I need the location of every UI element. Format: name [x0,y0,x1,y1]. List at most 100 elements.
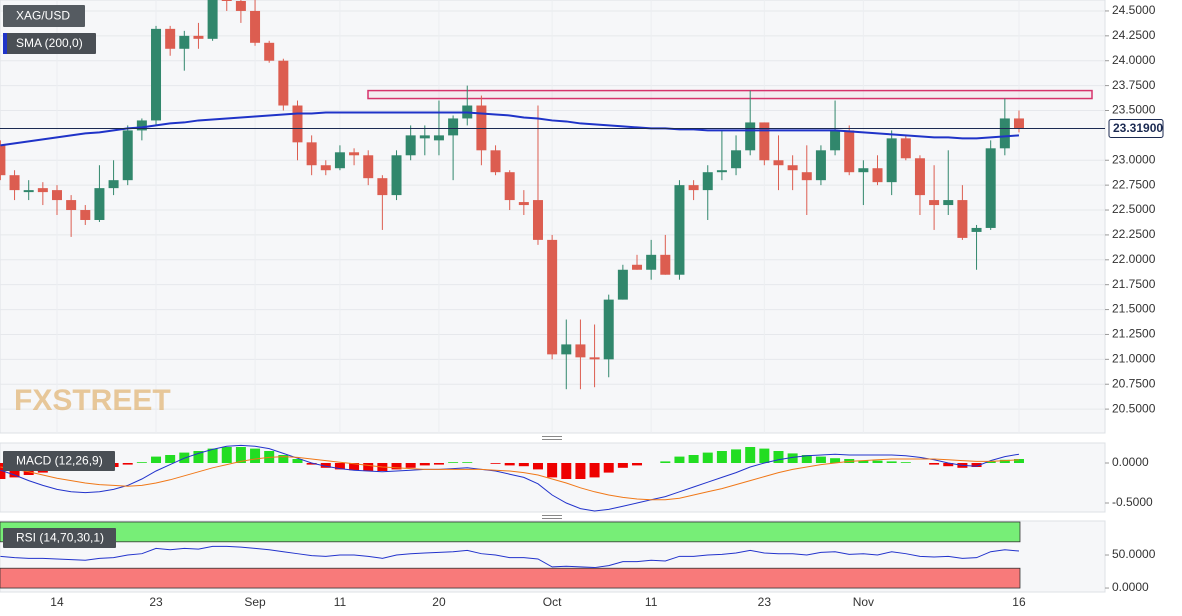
candle-body [518,202,529,206]
macd-bar [490,463,501,464]
macd-bar [193,451,204,463]
y-tick-label: 22.2500 [1112,227,1156,241]
signal-line [0,456,1020,501]
candle-body [504,172,515,201]
x-tick-label: 23 [758,595,772,609]
candle-body [886,138,897,183]
candle-body [136,120,147,131]
macd-line [0,444,1020,512]
candle-body [377,178,388,196]
candle-body [985,148,996,228]
y-tick-label: 20.7500 [1112,376,1156,390]
y-tick-label: 21.7500 [1112,277,1156,291]
candle-body [532,200,543,240]
x-tick-label: Sep [244,595,266,609]
x-tick-label: 16 [1012,595,1026,609]
macd-bar [985,461,996,463]
candle-body [872,168,883,183]
macd-bar [815,456,826,463]
macd-bar [1013,459,1024,463]
candle-body [716,170,727,173]
candle-body [801,172,812,181]
macd-bar [250,448,261,463]
panel-title: MACD (12,26,9) [16,454,103,468]
macd-bar [278,455,289,463]
macd-bar [674,456,685,463]
candle-body [646,254,657,270]
candle-body [971,227,982,232]
macd-bar [334,463,345,470]
candle-body [561,344,572,355]
macd-bar [830,458,841,463]
candle-body [405,135,416,156]
candle-body [858,168,869,173]
macd-bar [603,463,614,473]
panel-grip[interactable] [542,436,562,440]
candle-body [914,158,925,196]
candle-body [448,118,459,136]
macd-bar [575,463,586,479]
candle-body [278,60,289,106]
candle-body [830,130,841,151]
y-tick-label: 50.0000 [1112,547,1156,561]
candle-body [165,28,176,49]
x-tick-label: Oct [543,595,562,609]
candle-body [51,190,62,201]
candle-body [787,165,798,171]
macd-bar [306,463,317,465]
macd-bar [716,451,727,463]
x-tick-label: 11 [334,595,347,609]
candle-body [957,200,968,238]
x-tick-label: Nov [853,595,874,609]
macd-bar [448,462,459,463]
y-tick-label: 0.0000 [1112,455,1149,469]
macd-bar [151,456,162,463]
candle-body [589,357,600,360]
candle-body [363,155,374,179]
candle-body [603,299,614,360]
title-badge: XAG/USD [3,5,85,27]
candle-body [433,135,444,141]
candle-body [702,172,713,191]
y-tick-label: 21.5000 [1112,302,1156,316]
candle-body [122,130,133,181]
macd-bar [632,463,643,466]
macd-bar [363,463,374,471]
macd-bar [801,455,812,463]
oversold-band [0,567,1021,589]
macd-bar [518,463,529,467]
candle-body [773,160,784,166]
sma-badge: SMA (200,0) [3,33,96,54]
macd-bar [292,459,303,463]
candle-body [419,135,430,139]
y-tick-label: 22.7500 [1112,177,1156,191]
candle-body [349,152,360,156]
candle-body [476,105,487,151]
candle-body [943,200,954,206]
candle-body [37,188,48,193]
panel-grip[interactable] [542,515,562,519]
y-tick-label: -0.5000 [1112,495,1153,509]
candle-body [221,0,232,1]
overbought-band [0,521,1021,543]
candle-body [547,239,558,355]
candle-body [9,175,20,191]
macd-bar [504,463,515,466]
rsi-badge: RSI (14,70,30,1) [3,528,116,548]
sma-line [0,111,1020,147]
candle-body [688,185,699,191]
candle-body [617,269,628,300]
candle-body [759,122,770,161]
macd-bar [136,462,147,463]
candle-body [193,35,204,39]
macd-bar [617,463,628,468]
candle-body [23,190,34,193]
macd-bar [165,455,176,463]
macd-bar [886,461,897,463]
macd-bar [702,452,713,463]
candle-body [929,200,940,206]
candle-body [575,344,586,358]
macd-bar [561,463,572,479]
candle-body [1013,118,1024,129]
macd-bar [122,463,133,465]
